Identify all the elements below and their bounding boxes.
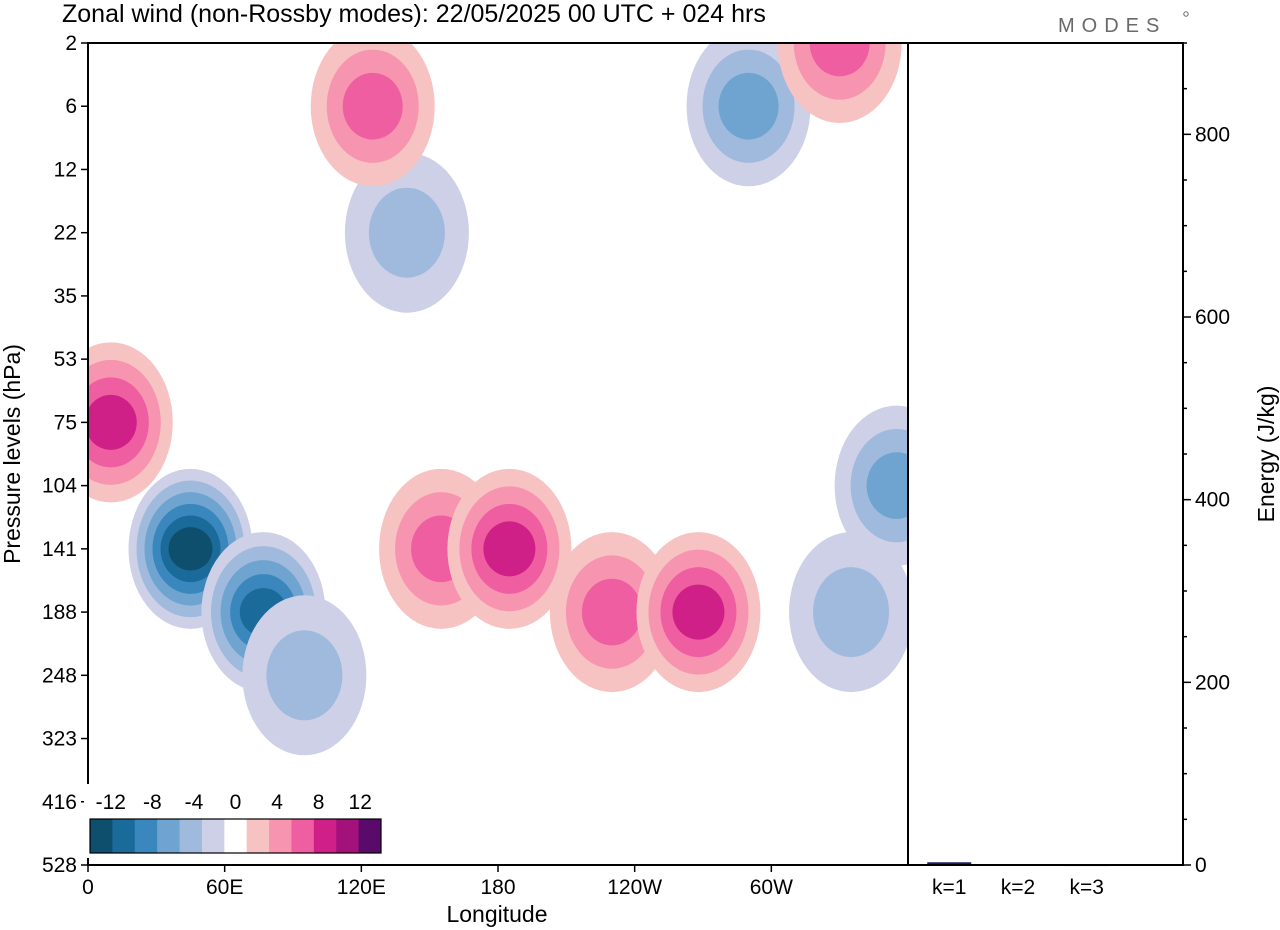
brand-registered-mark [1183, 11, 1189, 17]
energy-axis: 0 200 400 600 800 [1183, 42, 1230, 877]
y-tick-label: 248 [42, 664, 77, 687]
y-tick-label: 104 [42, 475, 77, 498]
y-tick-label: 2 [65, 32, 77, 55]
colorbar-swatch [201, 819, 225, 853]
x-tick-label: 120E [337, 876, 386, 899]
heatmap-band-2-1 [266, 630, 343, 721]
heatmap-feature-2 [242, 595, 367, 756]
heatmap-blobs [88, 43, 908, 756]
heatmap-band-10-1 [368, 187, 445, 278]
heatmap-feature-8 [834, 405, 908, 566]
energy-bars: k=1 k=2 k=3 [927, 862, 1109, 899]
heatmap-feature-12 [777, 43, 902, 123]
pressure-axis: 2 6 12 22 35 53 75 104 141 188 248 323 416 528 [42, 32, 88, 877]
colorbar-swatch [179, 819, 203, 853]
heatmap-feature-11 [686, 43, 811, 187]
y-tick-label: 528 [42, 854, 77, 877]
energy-category-label: k=2 [1001, 876, 1035, 899]
x-tick-label: 60W [750, 876, 793, 899]
energy-tick-label: 200 [1195, 671, 1230, 694]
heatmap-feature-6 [549, 532, 674, 693]
chart-title: Zonal wind (non-Rossby modes): 22/05/202… [62, 0, 766, 28]
colorbar: -12 -8 -4 0 4 8 12 [84, 784, 387, 858]
y-tick-label: 188 [42, 601, 77, 624]
heatmap-field [88, 43, 908, 756]
heatmap-feature-9 [789, 532, 908, 693]
energy-category-label: k=1 [932, 876, 966, 899]
x-tick-label: 120W [607, 876, 662, 899]
energy-axis-label: Energy (J/kg) [1253, 386, 1279, 523]
heatmap-band-9-1 [813, 567, 890, 658]
colorbar-label: -4 [185, 791, 204, 814]
bar-panel-frame [907, 42, 1184, 866]
heatmap-feature-5 [447, 468, 572, 629]
colorbar-swatch [291, 819, 315, 853]
y-tick-label: 75 [54, 411, 77, 434]
longitude-axis: 0 60E 120E 180 120W 60W [82, 865, 793, 899]
heatmap-feature-13 [310, 43, 435, 187]
heatmap-band-3-3 [88, 394, 137, 450]
y-axis-label: Pressure levels (hPa) [0, 344, 25, 564]
colorbar-swatch [313, 819, 337, 853]
colorbar-label: 8 [313, 791, 325, 814]
y-tick-label: 6 [65, 95, 77, 118]
y-tick-label: 22 [54, 222, 77, 245]
colorbar-label: 12 [349, 791, 372, 814]
brand-logo: MODES [1058, 15, 1166, 37]
colorbar-swatch [224, 819, 248, 853]
energy-tick-label: 600 [1195, 306, 1230, 329]
colorbar-swatch [90, 819, 113, 853]
heatmap-band-13-2 [342, 72, 403, 140]
heatmap-band-0-5 [168, 527, 213, 571]
colorbar-label: -8 [143, 791, 162, 814]
energy-tick-label: 400 [1195, 489, 1230, 512]
y-tick-label: 323 [42, 728, 77, 751]
energy-tick-label: 0 [1195, 854, 1207, 877]
colorbar-label: 4 [271, 791, 283, 814]
y-tick-label: 416 [42, 791, 77, 814]
colorbar-swatch [269, 819, 292, 853]
y-tick-label: 141 [42, 538, 77, 561]
y-tick-label: 53 [54, 348, 77, 371]
colorbar-swatch [246, 819, 270, 853]
y-tick-label: 12 [54, 158, 77, 181]
colorbar-label: 0 [230, 791, 242, 814]
x-axis-label: Longitude [446, 901, 547, 927]
energy-bar-k=1 [927, 862, 972, 865]
heatmap-band-5-3 [483, 521, 536, 577]
colorbar-swatch [134, 819, 158, 853]
heatmap-band-11-2 [718, 72, 779, 140]
energy-category-label: k=3 [1070, 876, 1104, 899]
heatmap-band-8-2 [866, 452, 908, 519]
x-tick-label: 0 [82, 876, 94, 899]
heatmap-feature-7 [636, 532, 761, 693]
colorbar-outline [89, 818, 382, 854]
x-tick-label: 60E [206, 876, 243, 899]
y-tick-label: 35 [54, 285, 77, 308]
x-tick-label: 180 [480, 876, 515, 899]
heatmap-feature-3 [88, 342, 173, 503]
heatmap-band-6-2 [581, 578, 642, 646]
colorbar-swatch [112, 819, 136, 853]
energy-tick-label: 800 [1195, 123, 1230, 146]
colorbar-swatch [336, 819, 360, 853]
colorbar-swatch [157, 819, 181, 853]
heatmap-feature-10 [344, 152, 469, 313]
colorbar-swatch [358, 819, 382, 853]
heatmap-band-12-2 [809, 43, 870, 77]
colorbar-label: -12 [96, 791, 126, 814]
heatmap-band-7-3 [672, 584, 725, 640]
